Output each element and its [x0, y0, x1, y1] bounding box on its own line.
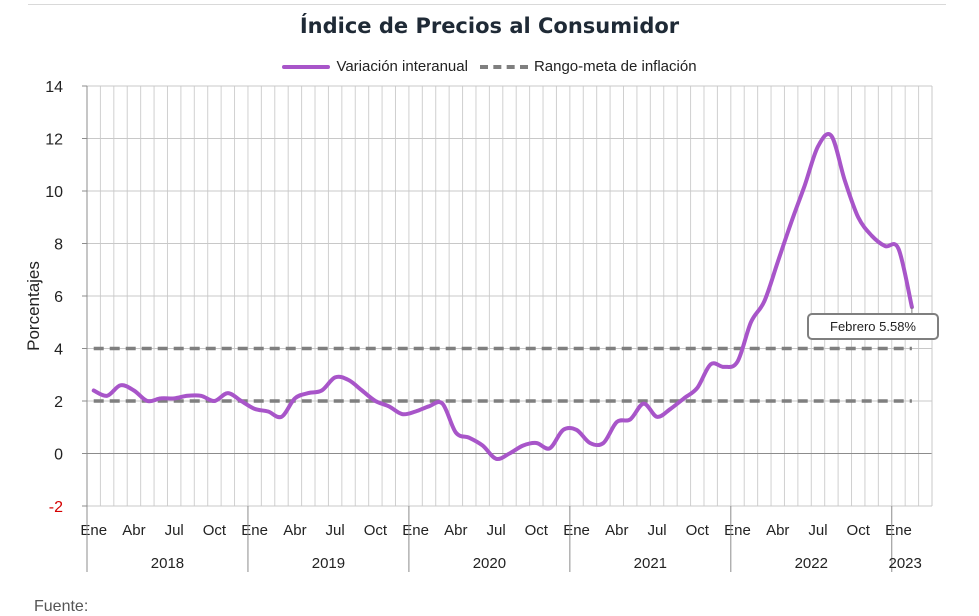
source-label: Fuente:	[34, 598, 89, 615]
annotation-label: Febrero 5.58%	[830, 319, 916, 334]
chart-legend: Variación interanual Rango-meta de infla…	[0, 58, 979, 75]
series-line-variacion-interanual	[91, 132, 914, 462]
y-tick-label: 12	[45, 132, 63, 149]
y-tick-label: 0	[54, 447, 63, 464]
legend-label-variation: Variación interanual	[336, 58, 468, 75]
top-divider	[28, 4, 946, 5]
x-tick-label: Oct	[525, 522, 549, 539]
x-tick-label: Ene	[80, 522, 107, 539]
legend-item-target-range: Rango-meta de inflación	[479, 58, 697, 75]
x-tick-label: Jul	[486, 522, 505, 539]
x-tick-label: Ene	[724, 522, 751, 539]
x-tick-label: Jul	[165, 522, 184, 539]
y-tick-label: 10	[45, 184, 63, 201]
x-year-label: 2020	[473, 555, 506, 572]
legend-item-variation: Variación interanual	[282, 58, 468, 75]
x-tick-label: Oct	[364, 522, 388, 539]
chart-title: Índice de Precios al Consumidor	[299, 14, 680, 38]
y-tick-label: -2	[49, 499, 63, 516]
x-year-label: 2019	[312, 555, 345, 572]
legend-swatch-target-range	[479, 64, 528, 69]
x-year-label: 2022	[795, 555, 828, 572]
x-tick-label: Oct	[686, 522, 710, 539]
y-tick-label: 6	[54, 289, 63, 306]
y-tick-label: 14	[45, 79, 63, 96]
y-tick-label: 4	[54, 342, 63, 359]
legend-swatch-variation	[282, 64, 331, 69]
x-tick-label: Jul	[326, 522, 345, 539]
y-axis-label: Porcentajes	[24, 261, 43, 351]
y-tick-label: 8	[54, 237, 63, 254]
x-tick-label: Abr	[122, 522, 145, 539]
x-year-label: 2018	[151, 555, 184, 572]
x-tick-label: Jul	[647, 522, 666, 539]
x-tick-label: Ene	[402, 522, 429, 539]
x-tick-label: Abr	[766, 522, 789, 539]
x-year-label: 2021	[634, 555, 667, 572]
x-tick-label: Abr	[605, 522, 628, 539]
y-tick-label: 2	[54, 394, 63, 411]
x-tick-label: Ene	[241, 522, 268, 539]
x-tick-label: Ene	[563, 522, 590, 539]
x-tick-label: Jul	[808, 522, 827, 539]
x-year-label: 2023	[888, 555, 921, 572]
x-tick-label: Oct	[847, 522, 871, 539]
x-tick-label: Ene	[885, 522, 912, 539]
legend-label-target-range: Rango-meta de inflación	[533, 58, 697, 75]
x-tick-label: Abr	[444, 522, 467, 539]
annotation-box	[807, 313, 939, 340]
x-tick-label: Abr	[283, 522, 306, 539]
x-tick-label: Oct	[203, 522, 227, 539]
